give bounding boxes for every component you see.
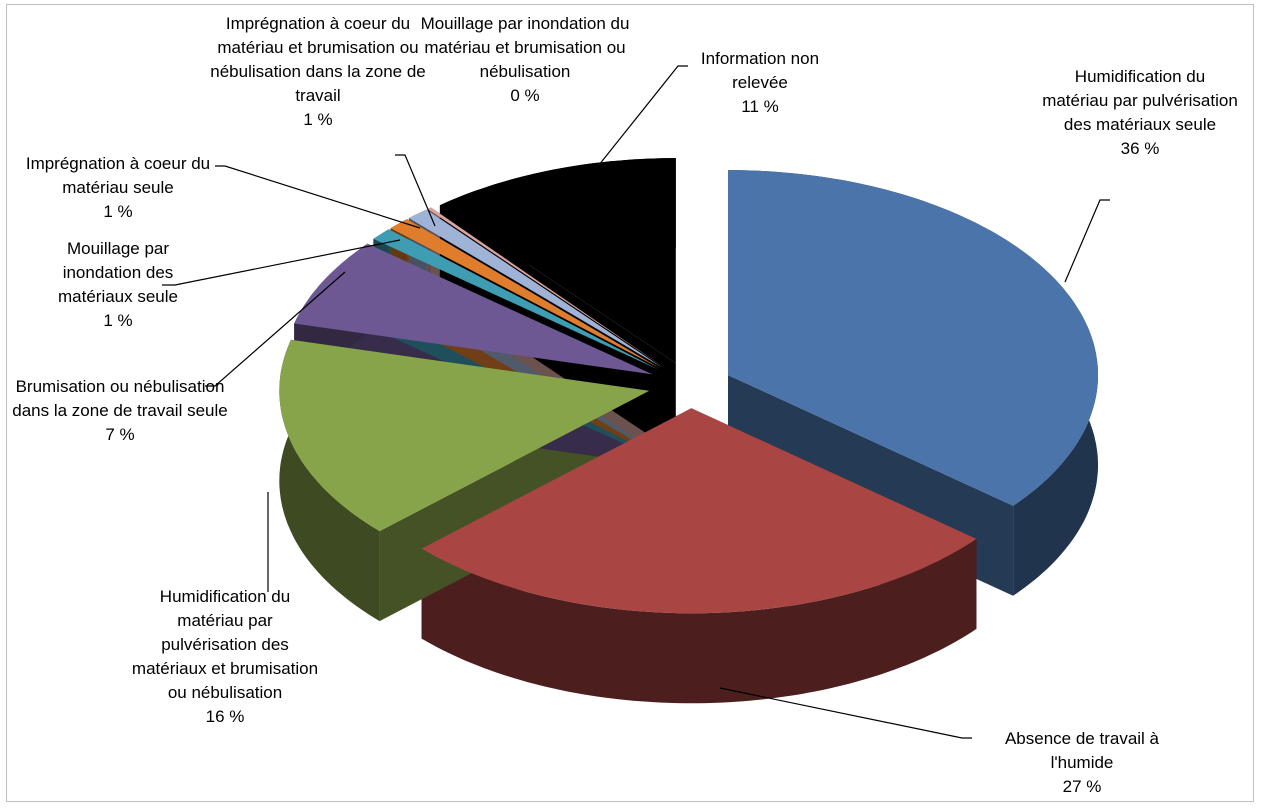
value-label: 36 %	[1120, 139, 1160, 158]
chart-frame	[6, 4, 1254, 802]
category-label: Mouillage par inondation des matériaux s…	[57, 239, 178, 306]
category-label: Imprégnation à coeur du matériau et brum…	[210, 14, 426, 105]
data-label: Imprégnation à coeur du matériau et brum…	[206, 12, 431, 132]
value-label: 1 %	[303, 110, 333, 129]
slice-top	[294, 243, 653, 375]
leader-line	[395, 154, 436, 227]
leader-line	[719, 687, 972, 739]
category-label: Information non relevée	[700, 49, 820, 92]
data-label: Brumisation ou nébulisation dans la zone…	[10, 375, 230, 447]
slice-top	[439, 158, 676, 364]
slice-top	[408, 209, 663, 368]
category-label: Mouillage par inondation du matériau et …	[420, 14, 630, 81]
slice-wall	[279, 339, 380, 622]
leader-line	[162, 239, 401, 286]
value-label: 0 %	[510, 86, 540, 105]
category-label: Absence de travail à l'humide	[1004, 729, 1160, 772]
data-label: Humidification du matériau par pulvérisa…	[1040, 65, 1240, 161]
value-label: 27 %	[1062, 777, 1102, 796]
leader-line	[205, 271, 346, 387]
value-label: 11 %	[741, 97, 779, 116]
slice-top	[728, 170, 1098, 506]
leader-line	[1064, 199, 1110, 283]
value-label: 7 %	[105, 425, 135, 444]
slice-top	[373, 229, 659, 370]
slice-wall	[421, 538, 977, 704]
slice-top	[390, 219, 661, 369]
data-label: Absence de travail à l'humide 27 %	[977, 727, 1187, 799]
data-label: Mouillage par inondation des matériaux s…	[31, 237, 206, 333]
leader-line	[574, 65, 688, 196]
slice-top	[279, 339, 650, 532]
category-label: Humidification du matériau par pulvérisa…	[1042, 67, 1238, 134]
value-label: 16 %	[205, 707, 245, 726]
data-label: Humidification du matériau par pulvérisa…	[130, 585, 320, 729]
category-label: Brumisation ou nébulisation dans la zone…	[12, 377, 228, 420]
slice-top	[421, 408, 977, 614]
data-label: Imprégnation à coeur du matériau seule 1 …	[3, 152, 233, 224]
category-label: Humidification du matériau par pulvérisa…	[131, 587, 319, 702]
slice-top	[427, 207, 664, 367]
value-label: 1 %	[103, 311, 133, 330]
data-label: Mouillage par inondation du matériau et …	[413, 12, 638, 108]
leader-line	[215, 165, 421, 229]
value-label: 1 %	[103, 202, 133, 221]
slice-tops	[279, 158, 1098, 614]
data-label: Information non relevée 11 %	[673, 47, 848, 119]
category-label: Imprégnation à coeur du matériau seule	[25, 154, 211, 197]
